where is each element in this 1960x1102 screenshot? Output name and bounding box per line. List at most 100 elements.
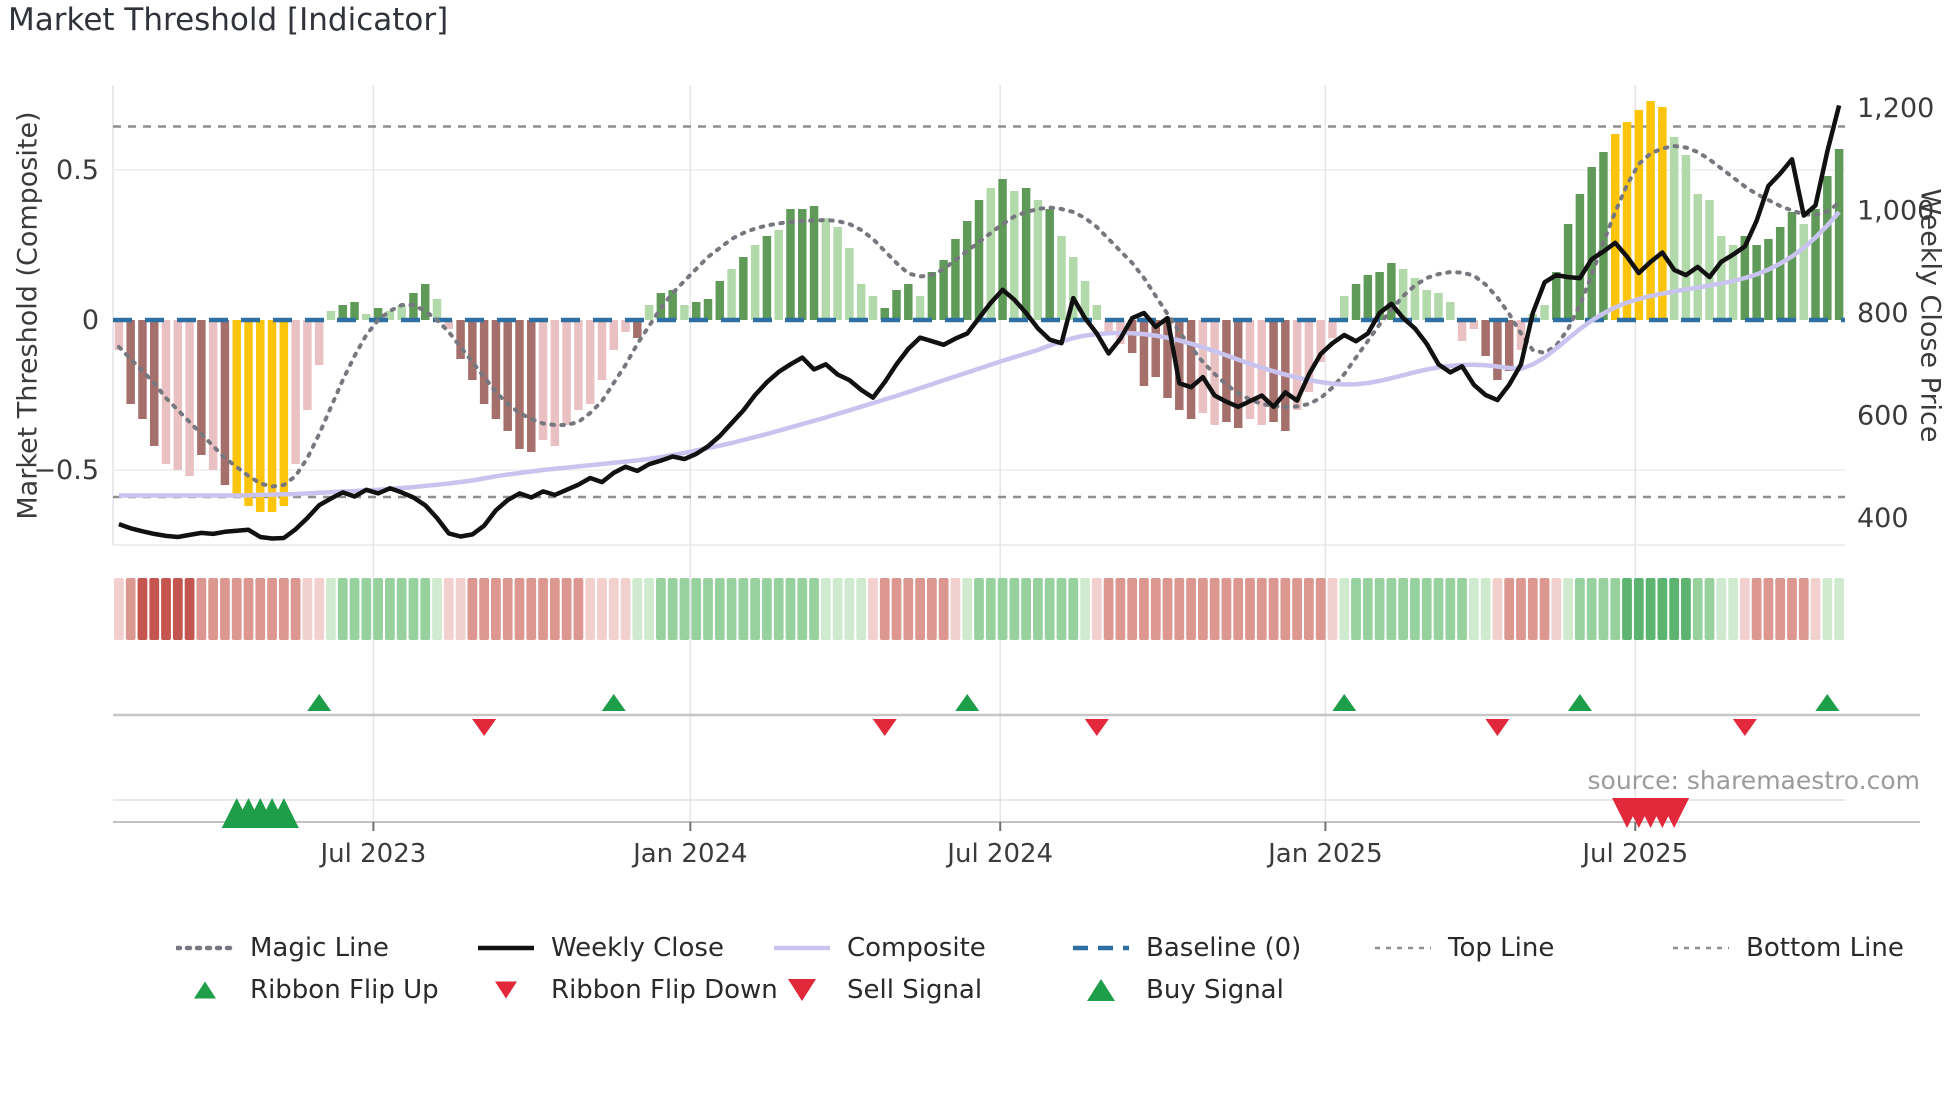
ribbon-cell bbox=[1280, 578, 1291, 640]
legend-label: Top Line bbox=[1448, 933, 1555, 963]
ribbon-cell bbox=[290, 578, 301, 640]
ribbon-cell bbox=[1480, 578, 1491, 640]
buy-signal-marker bbox=[268, 798, 299, 828]
histogram-bar bbox=[1693, 194, 1702, 320]
ribbon-cell bbox=[1162, 578, 1173, 640]
ribbon-cell bbox=[1468, 578, 1479, 640]
ribbon-cell bbox=[114, 578, 124, 640]
ribbon-cell bbox=[361, 578, 372, 640]
histogram-bar bbox=[1634, 110, 1644, 320]
histogram-bar bbox=[279, 320, 289, 506]
x-tick-label: Jul 2024 bbox=[945, 839, 1053, 869]
histogram-bar bbox=[1764, 239, 1773, 320]
ribbon-cell bbox=[314, 578, 325, 640]
histogram-bar bbox=[1328, 320, 1337, 338]
ribbon-cell bbox=[1586, 578, 1597, 640]
histogram-bar bbox=[1787, 212, 1797, 320]
ribbon-flip-down-marker bbox=[1485, 719, 1510, 736]
ribbon-cell bbox=[1268, 578, 1279, 640]
ribbon-cell bbox=[1374, 578, 1385, 640]
ribbon-cell bbox=[903, 578, 914, 640]
ribbon-cell bbox=[549, 578, 560, 640]
ribbon-cell bbox=[773, 578, 784, 640]
legend-label: Buy Signal bbox=[1146, 975, 1284, 1005]
histogram-bar bbox=[1504, 320, 1514, 371]
histogram-bar bbox=[1186, 320, 1196, 419]
ribbon-cell bbox=[337, 578, 348, 640]
histogram-bar bbox=[1646, 101, 1655, 320]
legend-item-buy-signal: Buy Signal bbox=[1072, 972, 1284, 1008]
ribbon-cell bbox=[1822, 578, 1833, 640]
ribbon-cell bbox=[1068, 578, 1079, 640]
y-tick-label-right: 600 bbox=[1857, 401, 1909, 432]
histogram-bar bbox=[1457, 320, 1467, 341]
ribbon-cell bbox=[1233, 578, 1244, 640]
histogram-bar bbox=[491, 320, 501, 419]
ribbon-cell bbox=[514, 578, 525, 640]
histogram-bar bbox=[385, 311, 395, 320]
histogram-bar bbox=[1422, 290, 1431, 320]
histogram-bar bbox=[915, 296, 925, 320]
histogram-bar bbox=[1717, 236, 1726, 320]
histogram-bar bbox=[1552, 272, 1561, 320]
histogram-bar bbox=[1446, 302, 1455, 320]
legend-item-magic-line: Magic Line bbox=[176, 930, 389, 966]
ribbon-cell bbox=[1421, 578, 1432, 640]
ribbon-cell bbox=[1610, 578, 1621, 640]
histogram-bar bbox=[256, 320, 265, 512]
histogram-bar bbox=[633, 320, 642, 338]
histogram-bar bbox=[468, 320, 477, 380]
histogram-bar bbox=[267, 320, 277, 512]
ribbon-cell bbox=[278, 578, 289, 640]
ribbon-cell bbox=[597, 578, 607, 640]
ribbon-cell bbox=[762, 578, 772, 640]
histogram-bar bbox=[680, 305, 689, 320]
legend-label: Magic Line bbox=[250, 933, 389, 963]
ribbon-cell bbox=[1398, 578, 1409, 640]
ribbon-cell bbox=[832, 578, 843, 640]
ribbon-cell bbox=[726, 578, 737, 640]
histogram-bar bbox=[420, 284, 430, 320]
histogram-bar bbox=[727, 269, 736, 320]
histogram-bar bbox=[1540, 305, 1549, 320]
histogram-bar bbox=[350, 302, 359, 320]
ribbon-cell bbox=[479, 578, 490, 640]
histogram-bar bbox=[1658, 107, 1667, 320]
y-tick-label-left: 0.5 bbox=[56, 155, 99, 186]
ribbon-cell bbox=[585, 578, 596, 640]
ribbon-cell bbox=[608, 578, 619, 640]
histogram-bar bbox=[220, 320, 230, 485]
ribbon-cell bbox=[1245, 578, 1255, 640]
ribbon-cell bbox=[408, 578, 419, 640]
histogram-bar bbox=[1469, 320, 1479, 329]
histogram-bar bbox=[1092, 305, 1102, 320]
ribbon-cell bbox=[1056, 578, 1067, 640]
ribbon-cell bbox=[1787, 578, 1797, 640]
ribbon-cell bbox=[1127, 578, 1138, 640]
source-note: source: sharemaestro.com bbox=[1587, 766, 1921, 795]
histogram-bar bbox=[951, 239, 960, 320]
histogram-bar bbox=[1599, 152, 1608, 320]
left-axis-title: Market Threshold (Composite) bbox=[12, 111, 44, 520]
histogram-bar bbox=[161, 320, 171, 464]
ribbon-cell bbox=[974, 578, 984, 640]
histogram-bar bbox=[762, 236, 772, 320]
ribbon-cell bbox=[1033, 578, 1043, 640]
histogram-bar bbox=[939, 260, 948, 320]
histogram-bar bbox=[1351, 284, 1361, 320]
ribbon-flip-up-icon bbox=[176, 975, 234, 1005]
magic-line bbox=[116, 143, 1842, 489]
ribbon-cell bbox=[985, 578, 996, 640]
histogram-bar bbox=[515, 320, 524, 449]
histogram-bar bbox=[609, 320, 618, 350]
histogram-bar bbox=[1575, 194, 1585, 320]
ribbon-cell bbox=[1704, 578, 1715, 640]
ribbon-cell bbox=[1763, 578, 1774, 640]
histogram-bar bbox=[1752, 245, 1761, 320]
ribbon-cell bbox=[1798, 578, 1809, 640]
ribbon-cell bbox=[997, 578, 1008, 640]
ribbon-cell bbox=[1775, 578, 1786, 640]
ribbon-cell bbox=[1021, 578, 1032, 640]
histogram-bar bbox=[1823, 176, 1832, 320]
ribbon-cell bbox=[1362, 578, 1373, 640]
